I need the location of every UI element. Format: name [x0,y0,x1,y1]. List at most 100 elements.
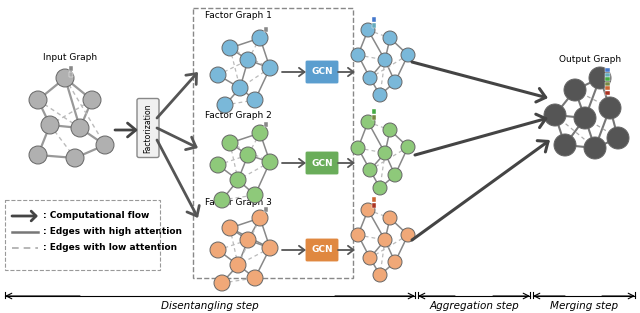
Circle shape [599,97,621,119]
Bar [264,122,268,127]
Bar [605,68,610,72]
Circle shape [247,92,263,108]
Bar [372,109,376,114]
Circle shape [217,97,233,113]
Circle shape [584,137,606,159]
Text: Aggregation step: Aggregation step [429,301,519,311]
FancyBboxPatch shape [305,151,339,175]
Circle shape [214,275,230,291]
Circle shape [210,67,226,83]
Circle shape [262,240,278,256]
Text: Factor Graph 1: Factor Graph 1 [205,11,272,20]
Circle shape [401,140,415,154]
Circle shape [401,228,415,242]
Circle shape [589,67,611,89]
Circle shape [554,134,576,156]
Text: Input Graph: Input Graph [43,54,97,63]
Text: GCN: GCN [311,68,333,76]
FancyBboxPatch shape [305,238,339,262]
Circle shape [373,88,387,102]
Circle shape [388,168,402,182]
Circle shape [247,187,263,203]
Circle shape [210,157,226,173]
Bar [605,77,610,81]
Bar [5,200,160,270]
Circle shape [252,125,268,141]
Circle shape [388,75,402,89]
Circle shape [96,136,114,154]
Bar [372,23,376,28]
Circle shape [351,141,365,155]
Circle shape [29,146,47,164]
Circle shape [378,146,392,160]
Circle shape [574,107,596,129]
Circle shape [66,149,84,167]
Circle shape [351,228,365,242]
Bar [605,86,610,90]
Bar [69,66,73,71]
Text: : Edges with high attention: : Edges with high attention [43,228,182,237]
Text: : Computational flow: : Computational flow [43,212,149,220]
Circle shape [383,31,397,45]
Circle shape [252,210,268,226]
Circle shape [214,192,230,208]
Text: : Edges with low attention: : Edges with low attention [43,244,177,253]
Circle shape [262,60,278,76]
Bar [372,203,376,208]
Bar [69,72,73,77]
Circle shape [29,91,47,109]
Text: GCN: GCN [311,245,333,254]
Circle shape [373,268,387,282]
Circle shape [388,255,402,269]
Text: Factor Graph 2: Factor Graph 2 [205,111,272,120]
Circle shape [247,270,263,286]
Circle shape [41,116,59,134]
Circle shape [383,123,397,137]
Bar [605,81,610,85]
Bar [372,115,376,120]
Circle shape [564,79,586,101]
Text: Output Graph: Output Graph [559,55,621,64]
Circle shape [240,232,256,248]
Circle shape [401,48,415,62]
Circle shape [240,52,256,68]
Bar [372,197,376,202]
Text: Merging step: Merging step [550,301,618,311]
Bar [193,8,353,278]
Text: Factor Graph 3: Factor Graph 3 [205,198,272,207]
Circle shape [378,53,392,67]
Text: Factorization: Factorization [143,103,152,153]
Circle shape [361,23,375,37]
Text: Disentangling step: Disentangling step [161,301,259,311]
Circle shape [351,48,365,62]
Circle shape [240,147,256,163]
Circle shape [222,40,238,56]
Circle shape [210,242,226,258]
Circle shape [222,220,238,236]
Bar [372,17,376,22]
Circle shape [607,127,629,149]
Circle shape [363,163,377,177]
Circle shape [83,91,101,109]
FancyBboxPatch shape [137,99,159,157]
Text: GCN: GCN [311,158,333,167]
Circle shape [383,211,397,225]
Circle shape [544,104,566,126]
FancyBboxPatch shape [305,60,339,84]
Bar [605,90,610,95]
Circle shape [363,71,377,85]
Circle shape [56,69,74,87]
Circle shape [222,135,238,151]
Bar [605,73,610,76]
Circle shape [363,251,377,265]
Circle shape [232,80,248,96]
Circle shape [373,181,387,195]
Bar [264,27,268,32]
Circle shape [230,257,246,273]
Circle shape [361,115,375,129]
Circle shape [361,203,375,217]
Circle shape [262,154,278,170]
Circle shape [230,172,246,188]
Circle shape [71,119,89,137]
Circle shape [252,30,268,46]
